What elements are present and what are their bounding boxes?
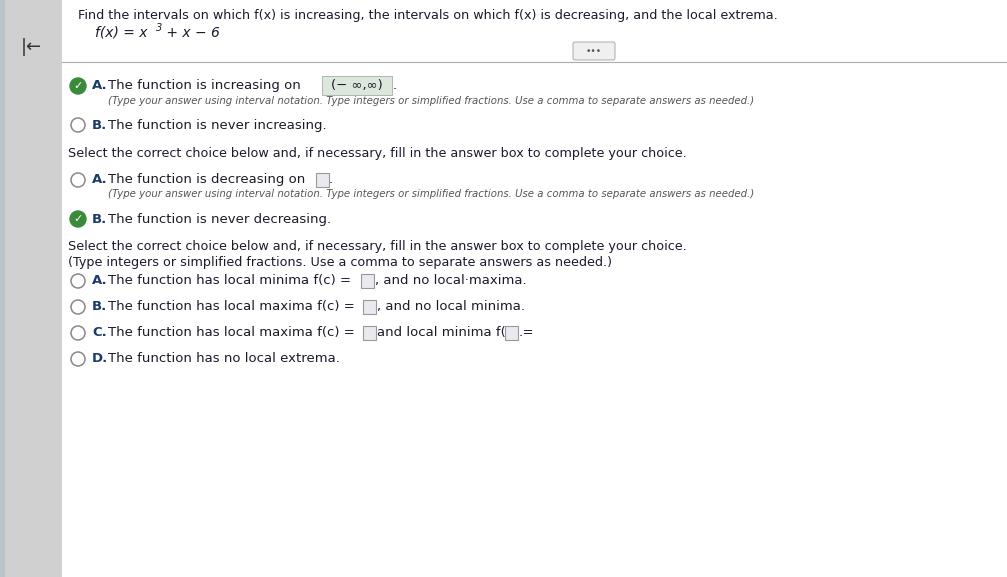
FancyBboxPatch shape xyxy=(573,42,615,60)
Text: The function has local minima f(c) =: The function has local minima f(c) = xyxy=(108,274,351,287)
FancyBboxPatch shape xyxy=(363,325,376,339)
Text: The function has local maxima f(c) =: The function has local maxima f(c) = xyxy=(108,326,354,339)
Text: .: . xyxy=(329,173,333,186)
Text: Select the correct choice below and, if necessary, fill in the answer box to com: Select the correct choice below and, if … xyxy=(68,147,687,160)
Text: (Type your answer using interval notation. Type integers or simplified fractions: (Type your answer using interval notatio… xyxy=(108,189,754,199)
Circle shape xyxy=(71,352,85,366)
Text: , and no local·maxima.: , and no local·maxima. xyxy=(375,274,527,287)
FancyBboxPatch shape xyxy=(62,0,1007,577)
Circle shape xyxy=(71,173,85,187)
Text: The function has local maxima f(c) =: The function has local maxima f(c) = xyxy=(108,300,354,313)
Text: The function is never increasing.: The function is never increasing. xyxy=(108,119,326,132)
Text: B.: B. xyxy=(92,300,108,313)
Text: ✓: ✓ xyxy=(74,81,83,91)
Text: A.: A. xyxy=(92,79,108,92)
Text: (Type integers or simplified fractions. Use a comma to separate answers as neede: (Type integers or simplified fractions. … xyxy=(68,256,612,269)
FancyBboxPatch shape xyxy=(363,299,376,313)
Circle shape xyxy=(70,78,86,94)
Text: A.: A. xyxy=(92,173,108,186)
Text: B.: B. xyxy=(92,119,108,132)
FancyBboxPatch shape xyxy=(361,273,374,287)
FancyBboxPatch shape xyxy=(505,325,518,339)
Circle shape xyxy=(71,274,85,288)
Text: C.: C. xyxy=(92,326,107,339)
Circle shape xyxy=(71,300,85,314)
Text: |←: |← xyxy=(20,38,41,56)
Text: .: . xyxy=(393,79,397,92)
Circle shape xyxy=(71,326,85,340)
Text: B.: B. xyxy=(92,213,108,226)
Text: .: . xyxy=(519,326,523,339)
FancyBboxPatch shape xyxy=(322,76,392,95)
FancyBboxPatch shape xyxy=(315,173,328,186)
Text: (Type your answer using interval notation. Type integers or simplified fractions: (Type your answer using interval notatio… xyxy=(108,96,754,106)
Text: + x − 6: + x − 6 xyxy=(162,26,220,40)
Text: The function is increasing on: The function is increasing on xyxy=(108,79,301,92)
FancyBboxPatch shape xyxy=(0,0,5,577)
Text: The function is never decreasing.: The function is never decreasing. xyxy=(108,213,331,226)
Text: The function is decreasing on: The function is decreasing on xyxy=(108,173,305,186)
Text: Find the intervals on which f(x) is increasing, the intervals on which f(x) is d: Find the intervals on which f(x) is incr… xyxy=(78,9,777,22)
Text: (− ∞,∞): (− ∞,∞) xyxy=(331,78,383,92)
Text: ✓: ✓ xyxy=(74,214,83,224)
Text: •••: ••• xyxy=(586,47,602,55)
Text: f(x) = x: f(x) = x xyxy=(95,26,147,40)
Text: Select the correct choice below and, if necessary, fill in the answer box to com: Select the correct choice below and, if … xyxy=(68,240,687,253)
FancyBboxPatch shape xyxy=(0,0,62,577)
Text: A.: A. xyxy=(92,274,108,287)
Text: D.: D. xyxy=(92,352,108,365)
Text: , and no local minima.: , and no local minima. xyxy=(377,300,525,313)
Circle shape xyxy=(71,118,85,132)
Text: 3: 3 xyxy=(156,23,162,33)
Circle shape xyxy=(70,211,86,227)
Text: and local minima f(c) =: and local minima f(c) = xyxy=(377,326,534,339)
Text: The function has no local extrema.: The function has no local extrema. xyxy=(108,352,340,365)
